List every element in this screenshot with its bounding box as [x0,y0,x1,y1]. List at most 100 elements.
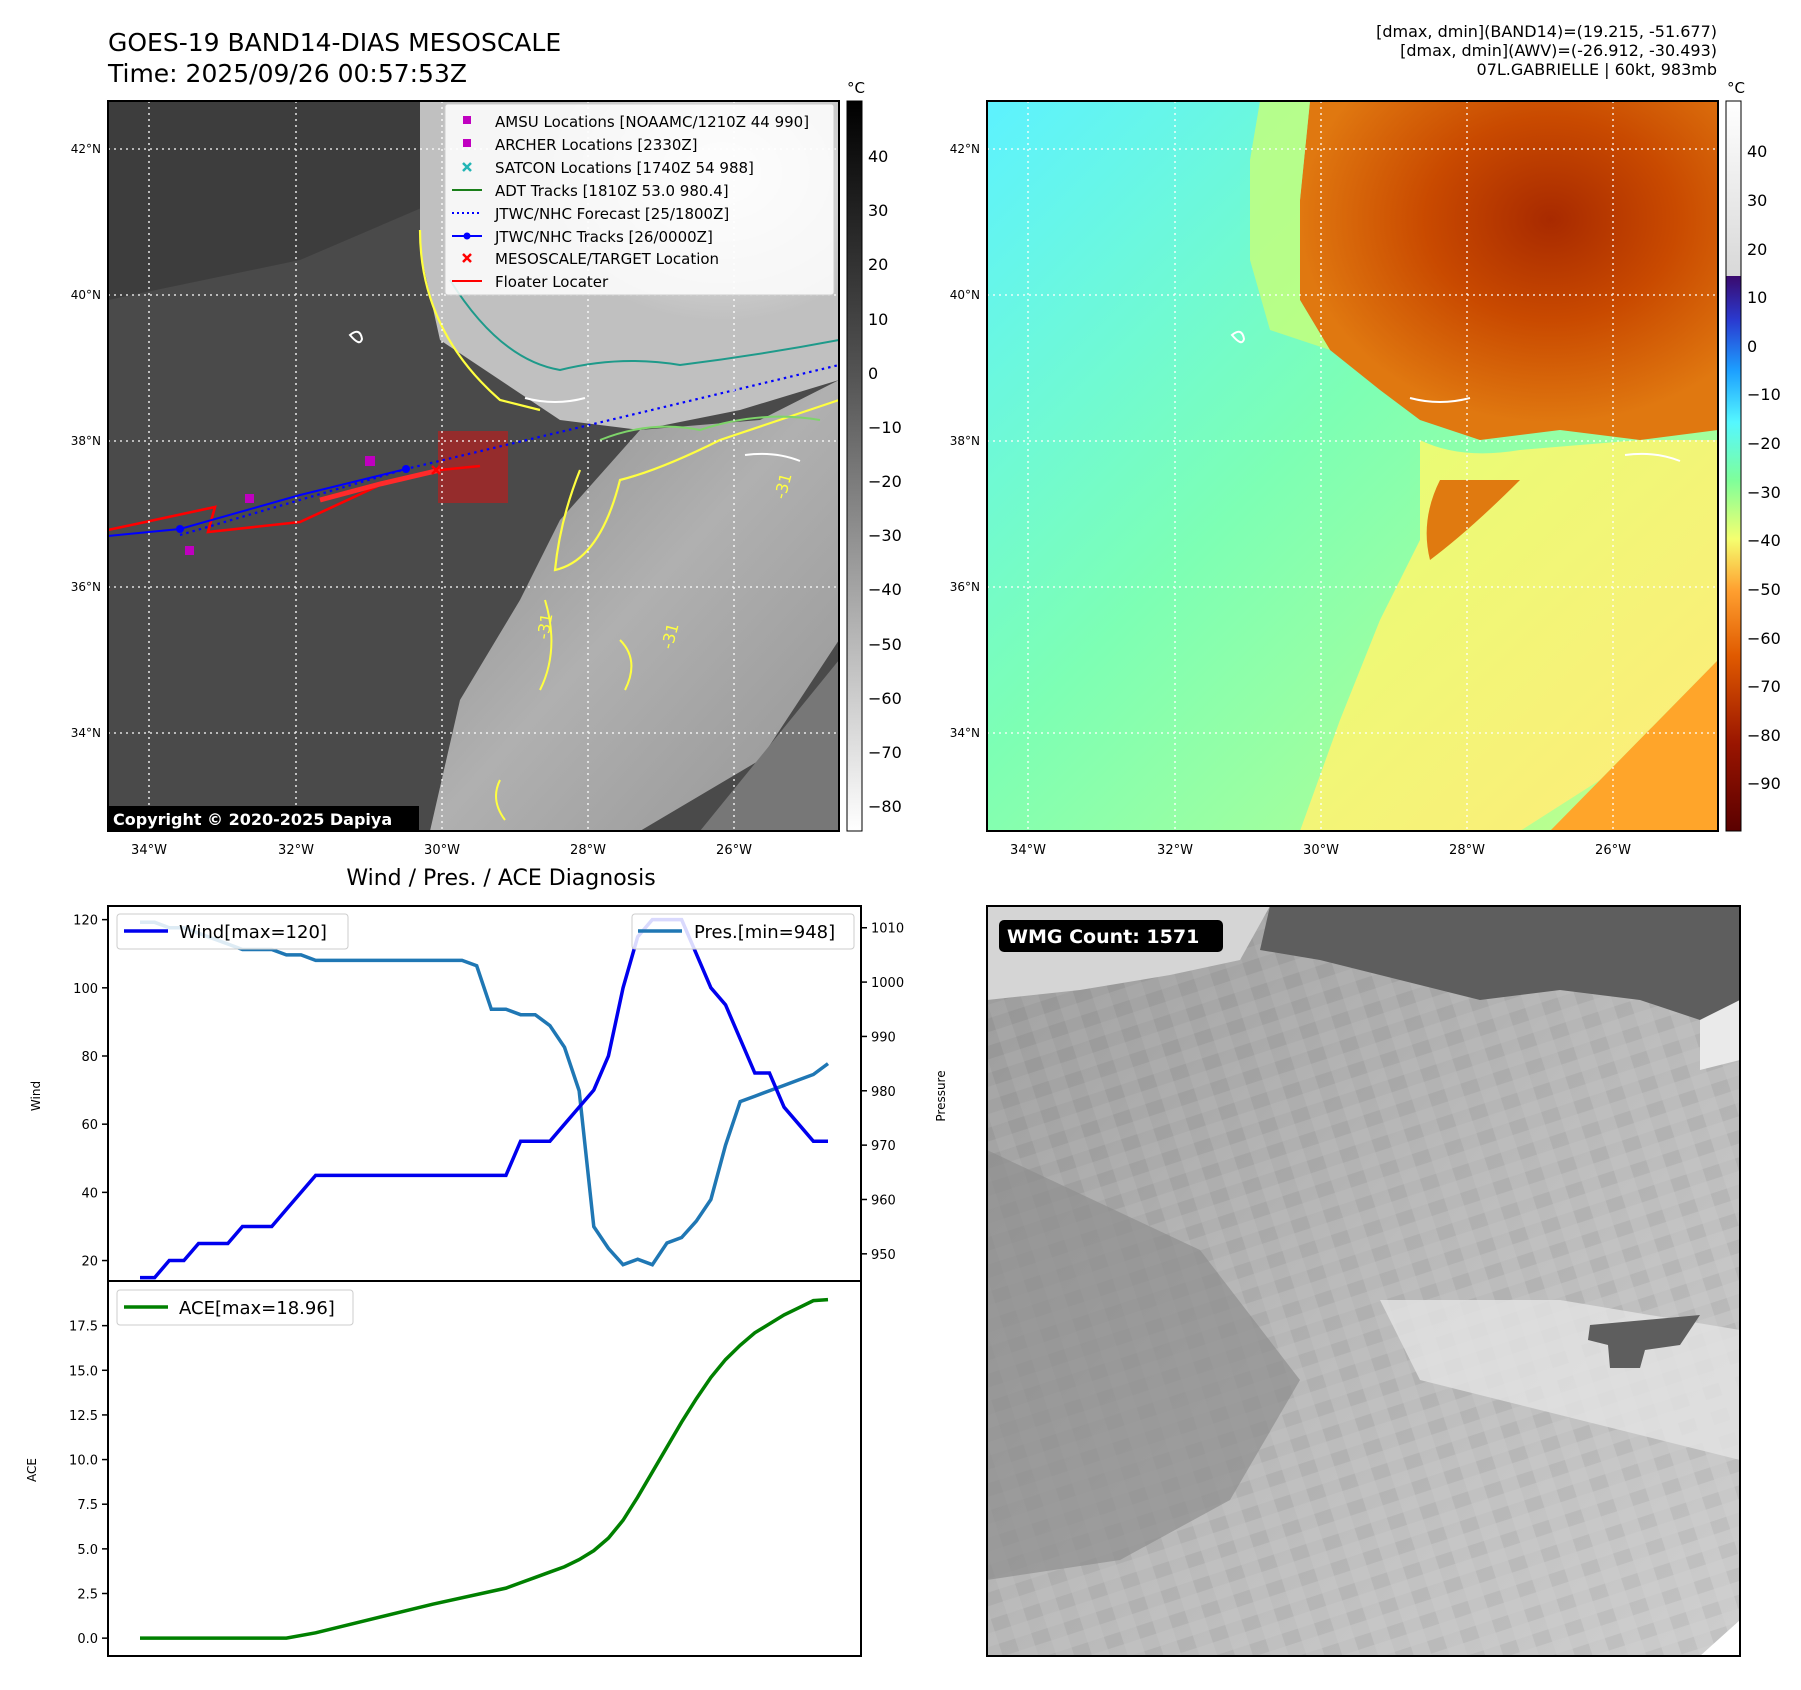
colorbar-color-ticks: 40 30 20 10 0 −10 −20 −30 −40 −50 −60 −7… [1747,142,1781,793]
colorbar-tick: −80 [868,797,902,816]
title-line-1: GOES-19 BAND14-DIAS MESOSCALE [108,28,562,57]
ace-tick-label: 12.5 [69,1409,98,1424]
colorbar-tick: −70 [868,743,902,762]
ace-legend-label: ACE[max=18.96] [179,1298,335,1319]
colorbar-tick: −70 [1747,677,1781,696]
legend-x-marker [462,162,472,172]
colorbar-tick: 30 [1747,191,1767,210]
colorbar-tick: −30 [868,526,902,545]
colorbar-unit: °C [847,79,865,97]
copyright-text: Copyright © 2020-2025 Dapiya [113,810,392,829]
legend-square-marker [463,139,471,147]
contour-green [599,415,821,441]
color-band-core [1426,480,1520,560]
pressure-legend-label: Pres.[min=948] [694,922,835,943]
info-line-2: [dmax, dmin](AWV)=(-26.912, -30.493) [1400,41,1717,60]
ace-axis-label: ACE [25,1458,39,1482]
wind-legend-label: Wind[max=120] [179,922,327,943]
lon-label: 30°W [424,843,460,858]
lat-label: 34°N [71,726,101,740]
legend-item-amsu: AMSU Locations [NOAAMC/1210Z 44 990] [463,113,809,131]
colorbar-tick: 40 [868,147,888,166]
ace-tick-label: 15.0 [69,1364,98,1379]
pressure-tick-label: 970 [871,1139,896,1154]
ace-tick-label: 0.0 [77,1632,98,1647]
archer-marker [245,494,254,503]
legend-item-archer: ARCHER Locations [2330Z] [463,136,698,154]
lat-label: 42°N [71,142,101,156]
lat-label: 34°N [950,726,980,740]
legend-label: MESOSCALE/TARGET Location [495,250,719,268]
legend-item-forecast: JTWC/NHC Forecast [25/1800Z] [452,205,729,223]
info-line-3: 07L.GABRIELLE | 60kt, 983mb [1476,60,1717,79]
pressure-axis-ticks: 950 960 970 980 990 1000 1010 [861,922,904,1263]
legend-label: Floater Locater [495,273,609,291]
legend-label: ADT Tracks [1810Z 53.0 980.4] [495,182,729,200]
copyright-badge: Copyright © 2020-2025 Dapiya [108,806,419,831]
lat-label: 40°N [950,288,980,302]
color-contour-white [1230,330,1681,462]
legend-item-target: MESOSCALE/TARGET Location [462,250,719,268]
jtwc-track-line [108,468,407,537]
jtwc-forecast-line [179,363,839,537]
wind-tick-label: 80 [81,1050,98,1065]
colorbar-tick: −80 [1747,726,1781,745]
lon-label: 30°W [1303,843,1339,858]
wind-tick-label: 60 [81,1118,98,1133]
pressure-tick-label: 980 [871,1085,896,1100]
pressure-axis-label: Pressure [934,1070,948,1121]
colorbar-unit: °C [1727,79,1745,97]
colorbar-gray: °C 40 30 20 10 0 −10 −20 −30 −40 −50 −60… [846,79,902,832]
legend-label: SATCON Locations [1740Z 54 988] [495,159,754,177]
lon-label: 34°W [131,843,167,858]
jtwc-track-point [176,525,184,533]
legend-label: JTWC/NHC Tracks [26/0000Z] [494,228,713,246]
wmg-dark-region [1260,906,1740,1020]
map1-lon-labels: 34°W 32°W 30°W 28°W 26°W [131,843,752,858]
ace-chart: 0.0 2.5 5.0 7.5 10.0 12.5 15.0 17.5 ACE ACE[max… [25,1280,862,1657]
color-data-edge [1550,660,1718,831]
lon-label: 32°W [1157,843,1193,858]
map2-frame [986,100,1719,832]
colorbar-tick: 20 [868,255,888,274]
legend-item-floater: Floater Locater [452,273,609,291]
lon-label: 28°W [570,843,606,858]
wind-axis-ticks: 20 40 60 80 100 120 [73,914,108,1270]
ace-legend: ACE[max=18.96] [116,1289,354,1326]
wmg-count-label: WMG Count: 1571 [1007,926,1199,948]
legend-item-jtwc-tracks: JTWC/NHC Tracks [26/0000Z] [452,228,713,246]
figure-title: GOES-19 BAND14-DIAS MESOSCALE Time: 2025… [108,27,561,89]
color-cloud-edge [1250,101,1330,350]
map-ir-color: 42°N 40°N 38°N 36°N 34°N 34°W 32°W 30°W … [950,100,1719,858]
wind-pressure-frame [107,905,862,1282]
lon-label: 28°W [1449,843,1485,858]
info-line-1: [dmax, dmin](BAND14)=(19.215, -51.677) [1376,22,1717,41]
diagnosis-title: Wind / Pres. / ACE Diagnosis [346,866,655,891]
color-cloud-band [1300,440,1718,831]
legend-item-adt: ADT Tracks [1810Z 53.0 980.4] [452,182,729,200]
colorbar-tick: 30 [868,201,888,220]
map1-frame [107,100,840,832]
lat-label: 36°N [950,580,980,594]
lat-label: 42°N [950,142,980,156]
colorbar-tick: −60 [868,689,902,708]
ace-tick-label: 17.5 [69,1320,98,1335]
map-ir-gray: -31 -31 -31 42°N 40°N 38°N 36°N 34°N 34°… [71,100,840,858]
pressure-tick-label: 990 [871,1030,896,1045]
colorbar-tick: −30 [1747,483,1781,502]
legend-dot-marker [463,232,471,240]
lat-label: 40°N [71,288,101,302]
lon-label: 26°W [716,843,752,858]
colorbar-tick: −90 [1747,774,1781,793]
contour-teal [449,279,839,372]
contour-yellow-3 [495,599,633,821]
ace-tick-label: 2.5 [77,1588,98,1603]
ace-tick-label: 7.5 [77,1498,98,1513]
pressure-tick-label: 960 [871,1193,896,1208]
colorbar-tick: −50 [1747,580,1781,599]
lon-label: 34°W [1010,843,1046,858]
wind-legend: Wind[max=120] [116,913,349,950]
wind-tick-label: 40 [81,1186,98,1201]
colorbar-color: °C 40 30 20 10 0 −10 −20 −30 −40 −50 −60… [1725,79,1781,832]
